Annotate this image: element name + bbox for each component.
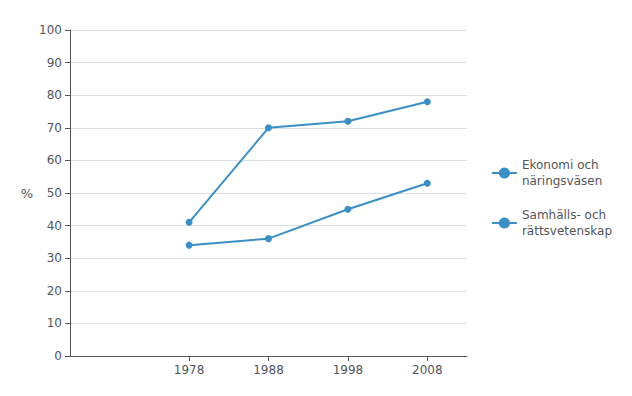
svg-text:60: 60: [47, 153, 62, 167]
svg-text:1988: 1988: [253, 363, 284, 377]
svg-text:20: 20: [47, 284, 62, 298]
svg-text:näringsväsen: näringsväsen: [522, 174, 602, 188]
svg-text:1998: 1998: [333, 363, 364, 377]
svg-text:0: 0: [54, 349, 62, 363]
svg-text:%: %: [21, 186, 33, 201]
svg-text:Samhälls- och: Samhälls- och: [522, 208, 606, 222]
svg-text:100: 100: [39, 23, 62, 37]
svg-text:2008: 2008: [412, 363, 443, 377]
svg-text:70: 70: [47, 121, 62, 135]
svg-text:50: 50: [47, 186, 62, 200]
svg-text:Ekonomi och: Ekonomi och: [522, 158, 599, 172]
svg-text:1978: 1978: [174, 363, 205, 377]
svg-text:40: 40: [47, 219, 62, 233]
svg-text:80: 80: [47, 88, 62, 102]
svg-text:10: 10: [47, 316, 62, 330]
svg-text:rättsvetenskap: rättsvetenskap: [522, 224, 612, 238]
svg-text:30: 30: [47, 251, 62, 265]
svg-text:90: 90: [47, 56, 62, 70]
